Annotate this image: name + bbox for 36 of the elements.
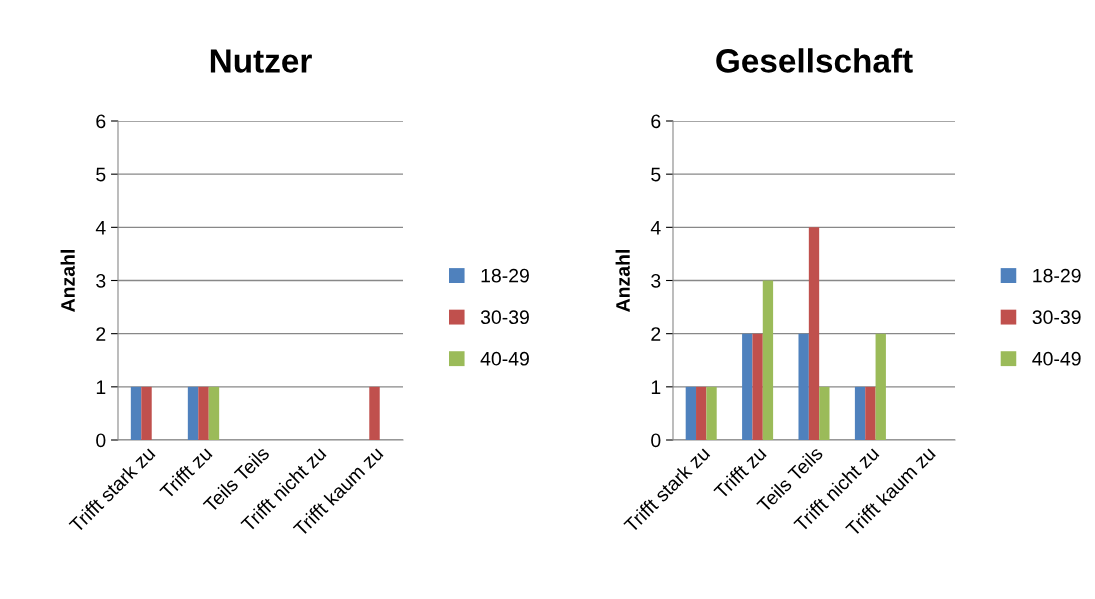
legend-label: 40-49 — [480, 351, 529, 366]
y-tick-label: 1 — [651, 380, 661, 394]
y-axis-title: Anzahl — [60, 250, 75, 312]
legend-label: 18-29 — [481, 268, 529, 283]
y-tick-label: 4 — [650, 221, 661, 235]
bar — [706, 386, 717, 440]
legend-label: 30-39 — [1032, 310, 1081, 325]
legend-label: 18-29 — [1033, 268, 1081, 283]
legend-label: 40-49 — [1032, 351, 1081, 366]
bar — [762, 280, 774, 440]
y-tick-label: 6 — [96, 114, 106, 129]
bar — [798, 333, 809, 440]
bar — [865, 386, 876, 440]
chart-title: Gesellschaft — [716, 48, 913, 73]
y-tick-label: 1 — [96, 380, 106, 394]
bar — [696, 386, 707, 440]
y-tick-label: 6 — [651, 114, 661, 129]
y-tick-label: 3 — [651, 273, 661, 288]
bar — [808, 227, 820, 440]
bar — [819, 386, 830, 440]
y-tick-label: 0 — [96, 433, 106, 448]
y-tick-label: 5 — [96, 167, 106, 182]
bar — [854, 386, 866, 440]
y-axis-title: Anzahl — [615, 250, 630, 312]
y-tick-label: 2 — [96, 327, 106, 341]
bar — [685, 386, 697, 440]
y-tick-label: 3 — [96, 273, 106, 288]
legend-label: 30-39 — [480, 310, 529, 325]
y-tick-label: 2 — [651, 327, 661, 341]
y-tick-label: 5 — [651, 167, 661, 182]
bar — [742, 333, 753, 440]
bar — [875, 333, 886, 440]
chart-title: Nutzer — [210, 49, 312, 73]
y-tick-label: 4 — [95, 221, 106, 235]
bar — [752, 333, 763, 440]
y-tick-label: 0 — [651, 433, 661, 448]
